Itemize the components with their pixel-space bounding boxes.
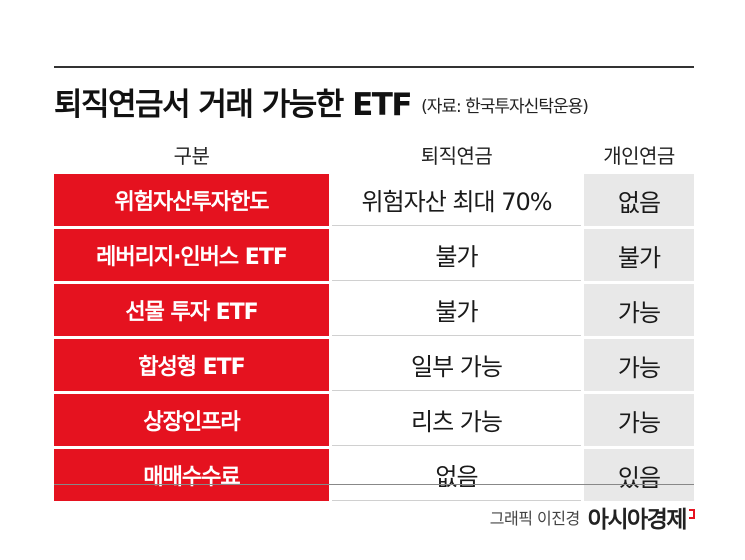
row-personal-value: 있음 [584,449,694,501]
credit-line: 그래픽 이진경 아시아경제 [490,500,695,534]
row-retirement-value: 리츠 가능 [332,394,581,446]
table-header: 구분 퇴직연금 개인연금 [54,136,694,172]
row-personal-value: 가능 [584,339,694,391]
row-retirement-value: 일부 가능 [332,339,581,391]
table-row: 위험자산투자한도 위험자산 최대 70% 없음 [54,174,694,226]
row-personal-value: 가능 [584,284,694,336]
row-personal-value: 불가 [584,229,694,281]
row-category: 선물 투자 ETF [54,284,329,336]
page-title: 퇴직연금서 거래 가능한 ETF [54,86,413,123]
table-row: 합성형 ETF 일부 가능 가능 [54,339,694,391]
row-retirement-value: 불가 [332,284,581,336]
row-category: 합성형 ETF [54,339,329,391]
table-row: 상장인프라 리츠 가능 가능 [54,394,694,446]
row-category: 매매수수료 [54,449,329,501]
row-retirement-value: 위험자산 최대 70% [332,174,581,226]
bottom-rule [54,484,694,485]
header-personal: 개인연금 [603,143,675,168]
graphic-credit: 그래픽 이진경 [489,509,580,528]
row-category: 레버리지·인버스 ETF [54,229,329,281]
table-row: 매매수수료 없음 있음 [54,449,694,501]
row-personal-value: 없음 [584,174,694,226]
row-retirement-value: 불가 [332,229,581,281]
top-rule [54,66,694,68]
row-category: 상장인프라 [54,394,329,446]
row-retirement-value: 없음 [332,449,581,501]
table-row: 선물 투자 ETF 불가 가능 [54,284,694,336]
row-category: 위험자산투자한도 [54,174,329,226]
header-retirement: 퇴직연금 [420,143,493,168]
header-category: 구분 [173,143,210,168]
brand-mark-icon [689,509,695,519]
brand-logo: 아시아경제 [587,507,688,533]
source-note: (자료: 한국투자신탁운용) [421,96,589,117]
title-row: 퇴직연금서 거래 가능한 ETF (자료: 한국투자신탁운용) [54,76,694,126]
comparison-table: 위험자산투자한도 위험자산 최대 70% 없음 레버리지·인버스 ETF 불가 … [54,174,694,504]
table-row: 레버리지·인버스 ETF 불가 불가 [54,229,694,281]
row-personal-value: 가능 [584,394,694,446]
